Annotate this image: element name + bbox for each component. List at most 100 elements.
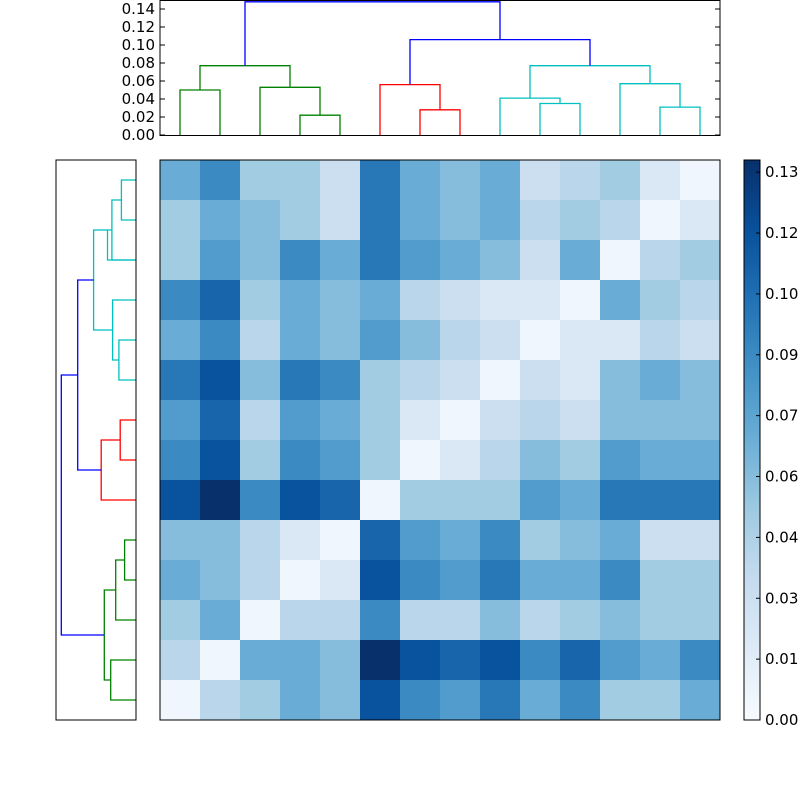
heatmap-cell bbox=[280, 160, 321, 201]
heatmap-cell bbox=[600, 400, 641, 441]
heatmap-cell bbox=[640, 200, 681, 241]
heatmap-cell bbox=[240, 280, 281, 321]
heatmap-cell bbox=[200, 440, 241, 481]
heatmap-cell bbox=[160, 680, 201, 721]
colorbar-tick-label: 0.00 bbox=[765, 711, 798, 729]
heatmap-cell bbox=[600, 440, 641, 481]
top-dendrogram-ytick-label: 0.14 bbox=[122, 0, 155, 18]
heatmap bbox=[159, 159, 721, 721]
heatmap-cell bbox=[240, 440, 281, 481]
heatmap-cell bbox=[640, 320, 681, 361]
heatmap-cell bbox=[200, 280, 241, 321]
heatmap-cell bbox=[480, 360, 521, 401]
heatmap-cell bbox=[480, 680, 521, 721]
heatmap-cell bbox=[560, 560, 601, 601]
heatmap-cell bbox=[440, 160, 481, 201]
heatmap-cell bbox=[680, 600, 721, 641]
heatmap-cell bbox=[160, 560, 201, 601]
left-dendrogram-frame bbox=[55, 159, 137, 721]
heatmap-cell bbox=[640, 280, 681, 321]
heatmap-cell bbox=[360, 320, 401, 361]
heatmap-cell bbox=[440, 480, 481, 521]
colorbar-tick-label: 0.04 bbox=[765, 528, 798, 546]
heatmap-cell bbox=[240, 240, 281, 281]
heatmap-cell bbox=[480, 280, 521, 321]
colorbar-tick-label: 0.06 bbox=[765, 468, 798, 486]
heatmap-cell bbox=[560, 640, 601, 681]
heatmap-cell bbox=[320, 160, 361, 201]
heatmap-cell bbox=[520, 360, 561, 401]
heatmap-cell bbox=[480, 160, 521, 201]
heatmap-cell bbox=[360, 560, 401, 601]
heatmap-cell bbox=[640, 240, 681, 281]
heatmap-cell bbox=[520, 320, 561, 361]
heatmap-cell bbox=[160, 400, 201, 441]
heatmap-cell bbox=[200, 200, 241, 241]
heatmap-cell bbox=[320, 400, 361, 441]
heatmap-cell bbox=[160, 360, 201, 401]
heatmap-cell bbox=[200, 680, 241, 721]
heatmap-cell bbox=[600, 520, 641, 561]
heatmap-cell bbox=[520, 400, 561, 441]
heatmap-cell bbox=[160, 200, 201, 241]
heatmap-cell bbox=[400, 680, 441, 721]
heatmap-cell bbox=[640, 440, 681, 481]
heatmap-cell bbox=[160, 280, 201, 321]
colorbar-tick-label: 0.09 bbox=[765, 346, 798, 364]
heatmap-cell bbox=[240, 520, 281, 561]
heatmap-cell bbox=[440, 520, 481, 561]
top-dendrogram-ytick-label: 0.04 bbox=[122, 90, 155, 108]
colorbar-ramp bbox=[744, 160, 760, 720]
heatmap-cell bbox=[560, 440, 601, 481]
heatmap-cell bbox=[640, 600, 681, 641]
heatmap-cell bbox=[600, 480, 641, 521]
heatmap-cell bbox=[480, 600, 521, 641]
heatmap-cell bbox=[320, 280, 361, 321]
heatmap-cell bbox=[280, 320, 321, 361]
heatmap-cell bbox=[240, 560, 281, 601]
heatmap-cell bbox=[560, 160, 601, 201]
heatmap-cell bbox=[360, 160, 401, 201]
heatmap-cell bbox=[480, 640, 521, 681]
heatmap-cell bbox=[280, 240, 321, 281]
heatmap-cell bbox=[200, 600, 241, 641]
heatmap-cell bbox=[240, 400, 281, 441]
heatmap-cell bbox=[240, 600, 281, 641]
heatmap-cell bbox=[160, 520, 201, 561]
heatmap-cell bbox=[640, 520, 681, 561]
heatmap-cell bbox=[360, 600, 401, 641]
heatmap-cell bbox=[680, 280, 721, 321]
heatmap-cell bbox=[240, 680, 281, 721]
heatmap-cell bbox=[560, 400, 601, 441]
heatmap-cell bbox=[640, 480, 681, 521]
heatmap-cell bbox=[480, 480, 521, 521]
heatmap-cell bbox=[280, 400, 321, 441]
left-dendrogram-link-13 bbox=[60, 374, 105, 636]
heatmap-cell bbox=[680, 680, 721, 721]
heatmap-cell bbox=[400, 320, 441, 361]
colorbar-tick-label: 0.07 bbox=[765, 407, 798, 425]
heatmap-cell bbox=[280, 480, 321, 521]
heatmap-cell bbox=[280, 520, 321, 561]
heatmap-cell bbox=[200, 520, 241, 561]
heatmap-cell bbox=[560, 280, 601, 321]
heatmap-cell bbox=[440, 320, 481, 361]
heatmap-cell bbox=[560, 520, 601, 561]
heatmap-cell bbox=[320, 600, 361, 641]
heatmap-cell bbox=[240, 640, 281, 681]
heatmap-cell bbox=[560, 680, 601, 721]
heatmap-cell bbox=[360, 400, 401, 441]
heatmap-cell bbox=[280, 440, 321, 481]
heatmap-cell bbox=[320, 680, 361, 721]
heatmap-cell bbox=[400, 160, 441, 201]
heatmap-cell bbox=[600, 280, 641, 321]
heatmap-cell bbox=[480, 200, 521, 241]
heatmap-cell bbox=[600, 240, 641, 281]
heatmap-cell bbox=[600, 200, 641, 241]
heatmap-cell bbox=[320, 640, 361, 681]
heatmap-cell bbox=[520, 240, 561, 281]
heatmap-cell bbox=[600, 680, 641, 721]
heatmap-cell bbox=[240, 160, 281, 201]
heatmap-cell bbox=[640, 640, 681, 681]
heatmap-cell bbox=[440, 200, 481, 241]
